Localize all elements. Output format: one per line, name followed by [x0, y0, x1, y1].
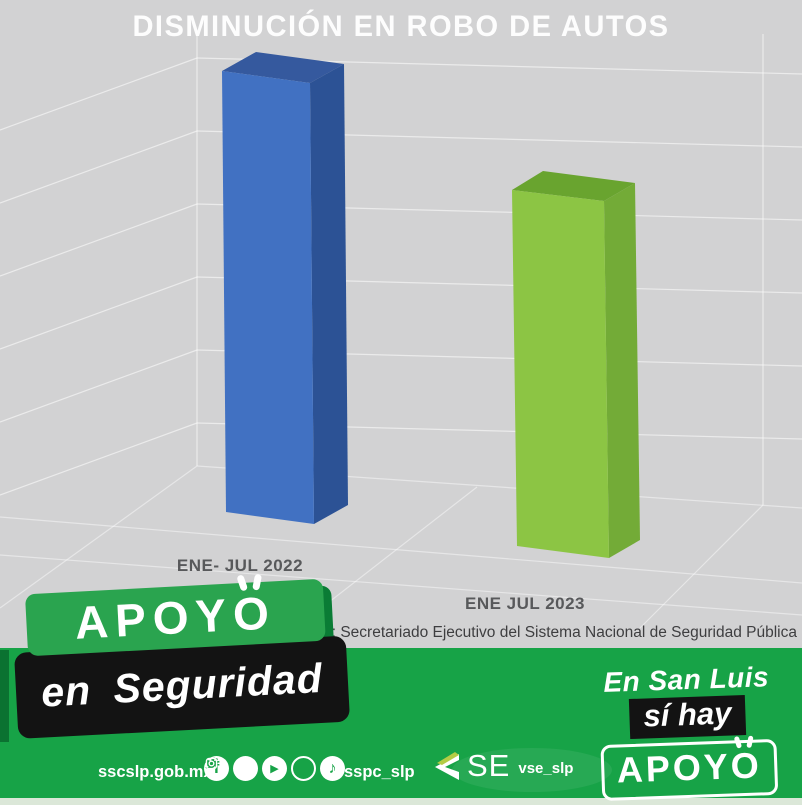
grid-line: [0, 130, 198, 204]
bar-2023-front-face: [512, 190, 609, 558]
logo-subtitle: en Seguridad: [40, 654, 324, 716]
slogan-line2-box: sí hay: [628, 694, 747, 740]
page-title: DISMINUCIÓN EN ROBO DE AUTOS: [132, 10, 670, 43]
bar-2022-side-face: [310, 64, 348, 524]
social-icons: f ▶ ♪: [204, 756, 345, 781]
left-accent-strip: [0, 650, 9, 742]
grid-line: [0, 276, 198, 350]
slogan-block: En San Luis sí hay APOYO: [580, 660, 797, 802]
grid-line: [0, 465, 198, 609]
grid-line: [639, 504, 764, 629]
bar-label-2023: ENE JUL 2023: [464, 594, 586, 613]
apoyo-en-seguridad-logo: en Seguridad APOYO: [11, 573, 358, 747]
slogan-apoyo-prefix: APOY: [616, 745, 732, 791]
grid-line: [0, 349, 198, 423]
bar-2023: [512, 171, 640, 558]
watermark-glow: [452, 748, 612, 792]
logo-title-o: O: [231, 573, 278, 641]
grid-line: [305, 486, 478, 621]
grid-line: [0, 516, 802, 584]
bar-2023-side-face: [604, 183, 640, 558]
logo-title: APOYO: [73, 573, 278, 649]
logo-title-prefix: APOY: [73, 588, 235, 649]
bar-2022: [222, 52, 348, 524]
social-handle: sspc_slp: [344, 763, 415, 781]
slogan-line2: sí hay: [642, 695, 732, 734]
chart-floor-grid: [0, 465, 802, 629]
instagram-icon: [205, 756, 316, 781]
bottom-edge-strip: [0, 798, 802, 805]
se-handle: vse_slp: [518, 760, 574, 777]
grid-line: [0, 203, 198, 277]
se-chevron-icon: [428, 748, 462, 784]
grid-line: [0, 554, 802, 616]
logo-title-o-letter: O: [231, 586, 278, 641]
source-attribution: Fuente: Secretariado Ejecutivo del Siste…: [283, 624, 797, 641]
grid-line: [0, 422, 198, 496]
se-logo: SE vse_slp: [428, 748, 573, 784]
youtube-icon: ▶: [262, 756, 287, 781]
slogan-apoyo-o: O: [730, 735, 763, 787]
instagram-camera-glyph: [205, 757, 218, 770]
bar-label-2022: ENE- JUL 2022: [176, 556, 304, 575]
se-chevron-glyph: [435, 752, 459, 780]
bar-2022-top-face: [222, 52, 344, 83]
se-logo-text: SE: [467, 748, 511, 783]
grid-line: [0, 57, 198, 131]
bar-chart-3d: [0, 30, 802, 629]
chart-wall-grid: [0, 30, 802, 505]
website-url: sscslp.gob.mx: [98, 763, 213, 781]
slogan-apoyo-box: APOYO: [600, 735, 778, 802]
bar-2023-top-face: [512, 171, 635, 201]
bar-2022-front-face: [222, 71, 314, 524]
slogan-apoyo-o-letter: O: [730, 744, 763, 787]
tiktok-icon: ♪: [320, 756, 345, 781]
twitter-icon: [204, 756, 258, 781]
